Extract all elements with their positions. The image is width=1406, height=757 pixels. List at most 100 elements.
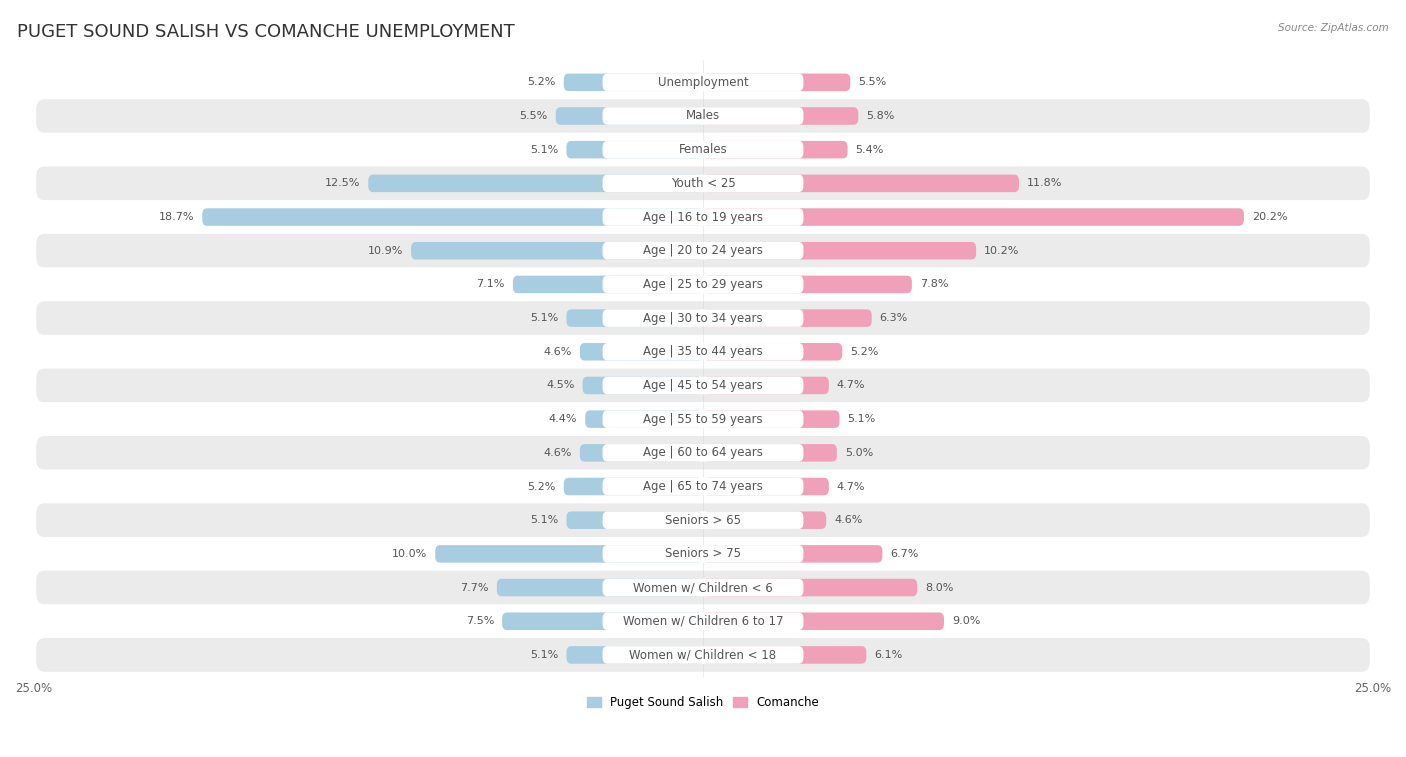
- FancyBboxPatch shape: [585, 410, 703, 428]
- Text: Seniors > 75: Seniors > 75: [665, 547, 741, 560]
- FancyBboxPatch shape: [703, 579, 917, 597]
- FancyBboxPatch shape: [37, 604, 1369, 638]
- Text: Age | 55 to 59 years: Age | 55 to 59 years: [643, 413, 763, 425]
- Text: 5.0%: 5.0%: [845, 448, 873, 458]
- Text: Age | 45 to 54 years: Age | 45 to 54 years: [643, 379, 763, 392]
- FancyBboxPatch shape: [37, 335, 1369, 369]
- FancyBboxPatch shape: [564, 73, 703, 91]
- Text: 5.2%: 5.2%: [527, 481, 555, 491]
- FancyBboxPatch shape: [37, 167, 1369, 200]
- FancyBboxPatch shape: [37, 200, 1369, 234]
- Text: 12.5%: 12.5%: [325, 179, 360, 188]
- Text: Males: Males: [686, 110, 720, 123]
- FancyBboxPatch shape: [37, 537, 1369, 571]
- Text: 4.7%: 4.7%: [837, 481, 865, 491]
- Text: 7.5%: 7.5%: [465, 616, 494, 626]
- FancyBboxPatch shape: [603, 545, 803, 562]
- Text: 4.6%: 4.6%: [543, 347, 572, 357]
- FancyBboxPatch shape: [703, 478, 830, 495]
- FancyBboxPatch shape: [567, 512, 703, 529]
- FancyBboxPatch shape: [603, 579, 803, 597]
- FancyBboxPatch shape: [603, 410, 803, 428]
- FancyBboxPatch shape: [37, 638, 1369, 671]
- Text: 18.7%: 18.7%: [159, 212, 194, 222]
- Text: Age | 65 to 74 years: Age | 65 to 74 years: [643, 480, 763, 493]
- FancyBboxPatch shape: [496, 579, 703, 597]
- FancyBboxPatch shape: [703, 612, 943, 630]
- Text: 5.4%: 5.4%: [856, 145, 884, 154]
- Text: 5.5%: 5.5%: [858, 77, 887, 87]
- Text: PUGET SOUND SALISH VS COMANCHE UNEMPLOYMENT: PUGET SOUND SALISH VS COMANCHE UNEMPLOYM…: [17, 23, 515, 41]
- FancyBboxPatch shape: [579, 444, 703, 462]
- Text: 10.2%: 10.2%: [984, 246, 1019, 256]
- Text: 5.2%: 5.2%: [527, 77, 555, 87]
- FancyBboxPatch shape: [703, 343, 842, 360]
- Text: Seniors > 65: Seniors > 65: [665, 514, 741, 527]
- FancyBboxPatch shape: [567, 141, 703, 158]
- FancyBboxPatch shape: [37, 267, 1369, 301]
- Text: Age | 16 to 19 years: Age | 16 to 19 years: [643, 210, 763, 223]
- FancyBboxPatch shape: [37, 469, 1369, 503]
- Text: 4.6%: 4.6%: [543, 448, 572, 458]
- FancyBboxPatch shape: [703, 208, 1244, 226]
- FancyBboxPatch shape: [567, 310, 703, 327]
- Text: 5.1%: 5.1%: [530, 313, 558, 323]
- FancyBboxPatch shape: [603, 310, 803, 327]
- FancyBboxPatch shape: [703, 107, 858, 125]
- Text: 9.0%: 9.0%: [952, 616, 980, 626]
- FancyBboxPatch shape: [703, 512, 827, 529]
- FancyBboxPatch shape: [579, 343, 703, 360]
- Text: Women w/ Children < 6: Women w/ Children < 6: [633, 581, 773, 594]
- Text: Age | 25 to 29 years: Age | 25 to 29 years: [643, 278, 763, 291]
- FancyBboxPatch shape: [603, 175, 803, 192]
- Text: Source: ZipAtlas.com: Source: ZipAtlas.com: [1278, 23, 1389, 33]
- FancyBboxPatch shape: [703, 646, 866, 664]
- FancyBboxPatch shape: [703, 141, 848, 158]
- FancyBboxPatch shape: [603, 276, 803, 293]
- FancyBboxPatch shape: [202, 208, 703, 226]
- Text: 7.7%: 7.7%: [460, 583, 489, 593]
- Text: 5.1%: 5.1%: [530, 650, 558, 660]
- FancyBboxPatch shape: [436, 545, 703, 562]
- FancyBboxPatch shape: [603, 141, 803, 158]
- Text: 10.9%: 10.9%: [368, 246, 404, 256]
- Text: Unemployment: Unemployment: [658, 76, 748, 89]
- FancyBboxPatch shape: [37, 503, 1369, 537]
- FancyBboxPatch shape: [582, 377, 703, 394]
- FancyBboxPatch shape: [703, 276, 912, 293]
- FancyBboxPatch shape: [603, 612, 803, 630]
- FancyBboxPatch shape: [603, 478, 803, 495]
- Text: 7.8%: 7.8%: [920, 279, 949, 289]
- Text: 5.1%: 5.1%: [530, 145, 558, 154]
- Text: 10.0%: 10.0%: [392, 549, 427, 559]
- FancyBboxPatch shape: [603, 444, 803, 462]
- FancyBboxPatch shape: [703, 310, 872, 327]
- Text: Age | 30 to 34 years: Age | 30 to 34 years: [643, 312, 763, 325]
- Text: 5.2%: 5.2%: [851, 347, 879, 357]
- FancyBboxPatch shape: [603, 208, 803, 226]
- Text: 5.1%: 5.1%: [530, 516, 558, 525]
- FancyBboxPatch shape: [368, 175, 703, 192]
- Text: 5.5%: 5.5%: [519, 111, 548, 121]
- Text: 5.8%: 5.8%: [866, 111, 894, 121]
- Text: Females: Females: [679, 143, 727, 156]
- FancyBboxPatch shape: [703, 444, 837, 462]
- Text: Age | 35 to 44 years: Age | 35 to 44 years: [643, 345, 763, 358]
- Text: 6.3%: 6.3%: [880, 313, 908, 323]
- FancyBboxPatch shape: [703, 73, 851, 91]
- Text: 11.8%: 11.8%: [1026, 179, 1063, 188]
- FancyBboxPatch shape: [603, 73, 803, 91]
- FancyBboxPatch shape: [37, 402, 1369, 436]
- Text: 4.7%: 4.7%: [837, 381, 865, 391]
- FancyBboxPatch shape: [564, 478, 703, 495]
- FancyBboxPatch shape: [703, 545, 883, 562]
- FancyBboxPatch shape: [703, 377, 830, 394]
- FancyBboxPatch shape: [37, 301, 1369, 335]
- FancyBboxPatch shape: [603, 646, 803, 664]
- FancyBboxPatch shape: [37, 571, 1369, 604]
- FancyBboxPatch shape: [603, 242, 803, 260]
- Text: Age | 60 to 64 years: Age | 60 to 64 years: [643, 447, 763, 459]
- FancyBboxPatch shape: [37, 436, 1369, 469]
- FancyBboxPatch shape: [567, 646, 703, 664]
- Text: Women w/ Children 6 to 17: Women w/ Children 6 to 17: [623, 615, 783, 628]
